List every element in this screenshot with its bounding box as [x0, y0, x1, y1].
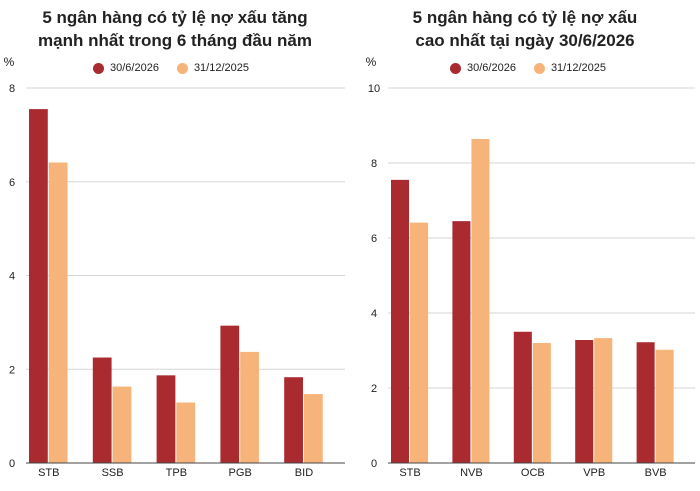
- bar-bvb-2026: [636, 342, 655, 463]
- bar-stb-2025: [410, 222, 429, 463]
- x-tick-label: STB: [399, 467, 420, 479]
- bar-ssb-2026: [92, 357, 112, 463]
- legend-label-2026: 30/6/2026: [467, 62, 516, 74]
- chart-title-line-2: mạnh nhất trong 6 tháng đầu năm: [38, 31, 312, 50]
- bar-pgb-2026: [220, 325, 240, 463]
- x-tick-label: SSB: [102, 467, 124, 479]
- legend-swatch-2025: [176, 62, 188, 74]
- y-tick-label: 6: [9, 177, 15, 189]
- bar-bid-2026: [284, 377, 303, 463]
- x-tick-label: BID: [295, 467, 313, 479]
- chart-title: 5 ngân hàng có tỷ lệ nợ xấu cao nhất tại…: [350, 6, 700, 52]
- y-tick-label: 8: [9, 83, 15, 95]
- x-tick-label: BVB: [645, 467, 667, 479]
- bar-chart-right: % 0 2 4 6 8 10 STB NVB OCB VPB BVB: [366, 55, 695, 479]
- y-tick-label: 4: [371, 308, 377, 320]
- bar-chart-left: % 0 2 4 6 8 STB SSB TPB PGB BID: [4, 55, 345, 479]
- bar-stb-2026: [391, 179, 410, 463]
- y-axis-unit-label: %: [4, 55, 15, 69]
- x-tick-label: OCB: [521, 467, 545, 479]
- y-tick-label: 10: [368, 83, 380, 95]
- legend-swatch-2025: [533, 62, 545, 74]
- legend-item-2025: 31/12/2025: [533, 62, 606, 74]
- bar-nvb-2025: [471, 139, 490, 463]
- bar-ocb-2025: [532, 343, 551, 463]
- y-tick-label: 8: [371, 158, 377, 170]
- y-tick-label: 2: [371, 383, 377, 395]
- y-tick-label: 6: [371, 233, 377, 245]
- x-tick-label: STB: [38, 467, 59, 479]
- legend-label-2026: 30/6/2026: [110, 62, 159, 74]
- legend-item-2026: 30/6/2026: [93, 62, 159, 74]
- x-tick-label: TPB: [166, 467, 187, 479]
- x-tick-label: VPB: [583, 467, 605, 479]
- y-tick-label: 2: [9, 364, 15, 376]
- x-tick-label: NVB: [460, 467, 483, 479]
- bar-vpb-2026: [575, 340, 594, 463]
- legend-swatch-2026: [93, 62, 104, 74]
- bar-vpb-2025: [594, 338, 613, 463]
- bar-bid-2025: [303, 394, 323, 463]
- legend-item-2026: 30/6/2026: [450, 62, 516, 74]
- chart-legend: 30/6/2026 31/12/2025: [93, 60, 267, 76]
- chart-title-line-1: 5 ngân hàng có tỷ lệ nợ xấu: [412, 8, 638, 27]
- legend-label-2025: 31/12/2025: [550, 62, 606, 74]
- y-tick-label: 0: [371, 458, 377, 470]
- x-tick-label: PGB: [229, 467, 252, 479]
- chart-legend: 30/6/2026 31/12/2025: [450, 60, 624, 76]
- bar-ssb-2025: [112, 386, 132, 463]
- bar-bvb-2025: [655, 349, 674, 463]
- y-tick-label: 0: [9, 458, 15, 470]
- chart-panel-right: 5 ngân hàng có tỷ lệ nợ xấu cao nhất tại…: [350, 0, 700, 491]
- bar-stb-2025: [48, 162, 68, 463]
- legend-label-2025: 31/12/2025: [193, 62, 249, 74]
- chart-title-line-1: 5 ngân hàng có tỷ lệ nợ xấu tăng: [42, 8, 308, 27]
- legend-item-2025: 31/12/2025: [176, 62, 249, 74]
- y-tick-label: 4: [9, 271, 15, 283]
- bar-pgb-2025: [240, 351, 259, 463]
- chart-title-line-2: cao nhất tại ngày 30/6/2026: [415, 31, 635, 50]
- bar-nvb-2026: [452, 221, 471, 463]
- bar-tpb-2026: [156, 375, 176, 463]
- y-axis-unit-label: %: [366, 55, 377, 69]
- bar-ocb-2026: [513, 331, 532, 463]
- chart-title: 5 ngân hàng có tỷ lệ nợ xấu tăng mạnh nh…: [0, 6, 350, 52]
- chart-panel-left: 5 ngân hàng có tỷ lệ nợ xấu tăng mạnh nh…: [0, 6, 350, 479]
- bar-tpb-2025: [176, 402, 196, 463]
- legend-swatch-2026: [450, 62, 461, 74]
- bar-stb-2026: [29, 109, 48, 463]
